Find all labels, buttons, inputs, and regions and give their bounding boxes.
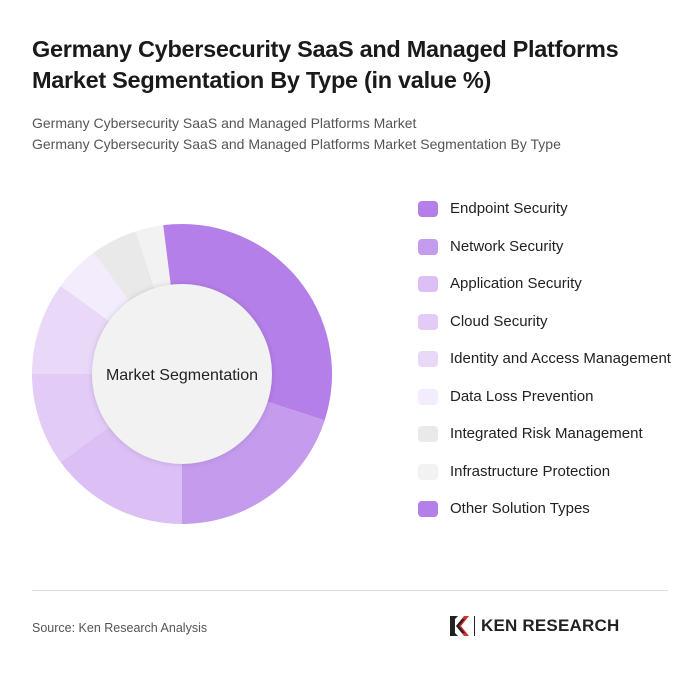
legend-swatch bbox=[418, 388, 438, 405]
legend-item[interactable]: Infrastructure Protection bbox=[418, 461, 688, 483]
legend-item[interactable]: Endpoint Security bbox=[418, 198, 688, 220]
legend-item[interactable]: Data Loss Prevention bbox=[418, 386, 688, 408]
legend-swatch bbox=[418, 313, 438, 330]
legend-swatch bbox=[418, 501, 438, 517]
legend-swatch bbox=[418, 201, 438, 217]
legend-label: Network Security bbox=[450, 237, 564, 255]
chart-subtitle-2: Germany Cybersecurity SaaS and Managed P… bbox=[32, 136, 561, 152]
logo-text: KEN RESEARCH bbox=[481, 616, 620, 635]
donut-chart: Market Segmentation bbox=[32, 224, 332, 524]
legend-item[interactable]: Integrated Risk Management bbox=[418, 423, 688, 445]
legend-label: Cloud Security bbox=[450, 312, 548, 330]
legend-swatch bbox=[418, 351, 438, 367]
legend-swatch bbox=[418, 426, 438, 442]
logo-divider bbox=[474, 616, 475, 636]
chart-header: Germany Cybersecurity SaaS and Managed P… bbox=[32, 34, 672, 155]
legend-label: Application Security bbox=[450, 275, 582, 292]
legend-swatch bbox=[418, 276, 438, 292]
center-label: Market Segmentation bbox=[106, 367, 258, 384]
legend-label: Integrated Risk Management bbox=[450, 425, 643, 442]
ken-research-logo: KEN RESEARCH bbox=[448, 614, 619, 638]
legend-swatch bbox=[418, 238, 438, 255]
legend-label: Data Loss Prevention bbox=[450, 387, 594, 405]
logo-icon bbox=[450, 616, 469, 636]
chart-subtitle: Germany Cybersecurity SaaS and Managed P… bbox=[32, 115, 417, 131]
legend-item[interactable]: Identity and Access Management bbox=[418, 348, 688, 370]
source-note: Source: Ken Research Analysis bbox=[32, 621, 208, 635]
chart-title: Germany Cybersecurity SaaS and Managed P… bbox=[32, 36, 619, 93]
legend-item[interactable]: Application Security bbox=[418, 273, 688, 295]
legend-swatch bbox=[418, 463, 438, 480]
legend-label: Other Solution Types bbox=[450, 500, 590, 517]
legend-label: Identity and Access Management bbox=[450, 350, 671, 367]
legend: Endpoint Security Network Security Applica… bbox=[418, 198, 688, 536]
divider bbox=[32, 590, 668, 591]
legend-label: Endpoint Security bbox=[450, 200, 568, 217]
legend-item[interactable]: Network Security bbox=[418, 236, 688, 258]
donut-center bbox=[92, 284, 272, 464]
legend-item[interactable]: Other Solution Types bbox=[418, 498, 688, 520]
slice-endpoint-security[interactable] bbox=[182, 224, 332, 421]
legend-item[interactable]: Cloud Security bbox=[418, 311, 688, 333]
legend-label: Infrastructure Protection bbox=[450, 462, 611, 480]
